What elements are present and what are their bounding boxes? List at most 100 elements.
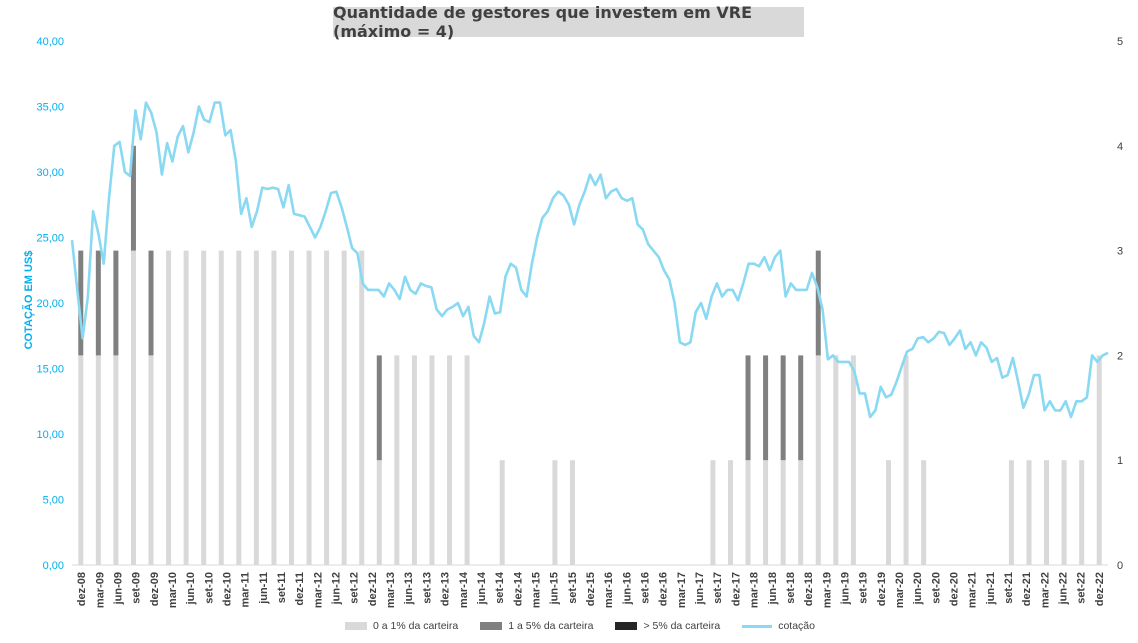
- x-tick-label: mar-14: [458, 571, 470, 608]
- x-tick-label: dez-13: [440, 572, 452, 606]
- x-tick-label: dez-16: [658, 572, 670, 606]
- x-axis-ticks: dez-08 mar-09 jun-09 set-09 dez-09 mar-10 jun-…: [76, 571, 1106, 608]
- x-tick-label: jun-13: [403, 572, 415, 605]
- x-tick-label: mar-11: [240, 572, 252, 607]
- legend-swatch: [345, 622, 367, 630]
- bar-segment: [727, 460, 733, 565]
- price-line-path: [70, 101, 1109, 419]
- bar-segment: [745, 460, 751, 565]
- bar-segment: [113, 355, 119, 565]
- x-tick-label: mar-16: [603, 572, 615, 608]
- legend-item: 0 a 1% da carteira: [345, 620, 458, 632]
- bar-segment: [464, 355, 470, 565]
- x-tick-label: jun-09: [112, 572, 124, 605]
- bar-segment: [763, 460, 769, 565]
- bar-segment: [710, 460, 716, 565]
- bar-segment: [95, 355, 101, 565]
- bar-segment: [833, 355, 839, 565]
- x-tick-label: mar-18: [749, 572, 761, 608]
- x-tick-label: mar-15: [530, 572, 542, 608]
- x-tick-label: jun-20: [912, 572, 924, 605]
- bar-segment: [745, 355, 751, 461]
- bar-segment: [1096, 355, 1102, 565]
- x-tick-label: set-14: [494, 571, 506, 604]
- x-tick-label: mar-20: [894, 572, 906, 608]
- bar-segment: [376, 355, 382, 461]
- bar-segment: [552, 460, 558, 565]
- y-tick-label-left: 5,00: [43, 495, 64, 507]
- bar-segment: [411, 355, 417, 565]
- chart-title: Quantidade de gestores que investem em V…: [333, 3, 804, 41]
- y-tick-label-left: 25,00: [36, 233, 64, 245]
- x-tick-label: dez-15: [585, 572, 597, 606]
- bar-segment: [236, 250, 242, 565]
- bar-segment: [815, 355, 821, 565]
- bar-segment: [359, 250, 365, 565]
- bar-segment: [780, 355, 786, 461]
- bar-segment: [429, 355, 435, 565]
- x-tick-label: set-17: [712, 572, 724, 604]
- bar-series: [78, 145, 1102, 565]
- bar-segment: [130, 250, 136, 565]
- right-axis-ticks: 0 1 2 3 4 5: [1117, 36, 1123, 572]
- bar-segment: [815, 250, 821, 356]
- y-tick-label-right: 5: [1117, 36, 1123, 48]
- y-tick-label-right: 0: [1117, 560, 1123, 572]
- bar-segment: [148, 250, 154, 356]
- y-tick-label-right: 1: [1117, 455, 1123, 467]
- x-tick-label: jun-17: [694, 572, 706, 605]
- bar-segment: [903, 355, 909, 565]
- x-tick-label: dez-14: [512, 571, 524, 606]
- legend-item: cotação: [742, 620, 815, 632]
- x-tick-label: jun-11: [258, 572, 270, 605]
- legend-swatch: [615, 622, 638, 630]
- bar-segment: [113, 250, 119, 356]
- x-tick-label: dez-11: [294, 572, 306, 606]
- bar-segment: [1061, 460, 1067, 565]
- x-tick-label: dez-18: [803, 572, 815, 606]
- x-tick-label: mar-12: [312, 572, 324, 608]
- x-tick-label: jun-19: [839, 572, 851, 605]
- x-tick-label: set-12: [349, 572, 361, 604]
- bar-segment: [130, 145, 136, 251]
- x-tick-label: set-09: [131, 572, 143, 604]
- bar-segment: [1026, 460, 1032, 565]
- bar-segment: [78, 355, 84, 565]
- legend: 0 a 1% da carteira 1 a 5% da carteira > …: [345, 620, 815, 632]
- legend-item: > 5% da carteira: [615, 620, 720, 632]
- price-line: [70, 101, 1109, 419]
- y-tick-label-right: 3: [1117, 246, 1123, 258]
- y-tick-label-left: 35,00: [36, 102, 64, 114]
- y-tick-label-left: 0,00: [43, 560, 64, 572]
- y-tick-label-left: 15,00: [36, 364, 64, 376]
- bar-segment: [253, 250, 259, 565]
- left-axis-ticks: 0,00 5,00 10,00 15,00 20,00 25,00 30,00 35,00 40…: [36, 36, 64, 572]
- bar-segment: [447, 355, 453, 565]
- x-tick-label: mar-09: [94, 572, 106, 608]
- x-tick-label: dez-17: [730, 572, 742, 606]
- bar-segment: [341, 250, 347, 565]
- legend-label: cotação: [778, 620, 815, 632]
- legend-label: 1 a 5% da carteira: [508, 620, 594, 632]
- bar-segment: [148, 355, 154, 565]
- bar-segment: [306, 250, 312, 565]
- bar-segment: [218, 250, 224, 565]
- legend-swatch: [480, 622, 503, 630]
- x-tick-label: set-10: [203, 572, 215, 604]
- x-tick-label: dez-19: [876, 572, 888, 606]
- bar-segment: [921, 460, 927, 565]
- legend-label: > 5% da carteira: [643, 620, 721, 632]
- x-tick-label: mar-10: [167, 572, 179, 608]
- legend-item: 1 a 5% da carteira: [480, 620, 593, 632]
- bar-segment: [850, 355, 856, 565]
- x-tick-label: mar-17: [676, 572, 688, 608]
- x-tick-label: dez-20: [949, 572, 961, 606]
- x-tick-label: jun-22: [1058, 572, 1070, 605]
- bar-segment: [798, 460, 804, 565]
- y-tick-label-left: 20,00: [36, 298, 64, 310]
- y-axis-title: COTAÇÃO EM US$: [22, 251, 35, 350]
- y-tick-label-left: 30,00: [36, 167, 64, 179]
- bar-segment: [324, 250, 330, 565]
- bar-segment: [1044, 460, 1050, 565]
- bar-segment: [499, 460, 505, 565]
